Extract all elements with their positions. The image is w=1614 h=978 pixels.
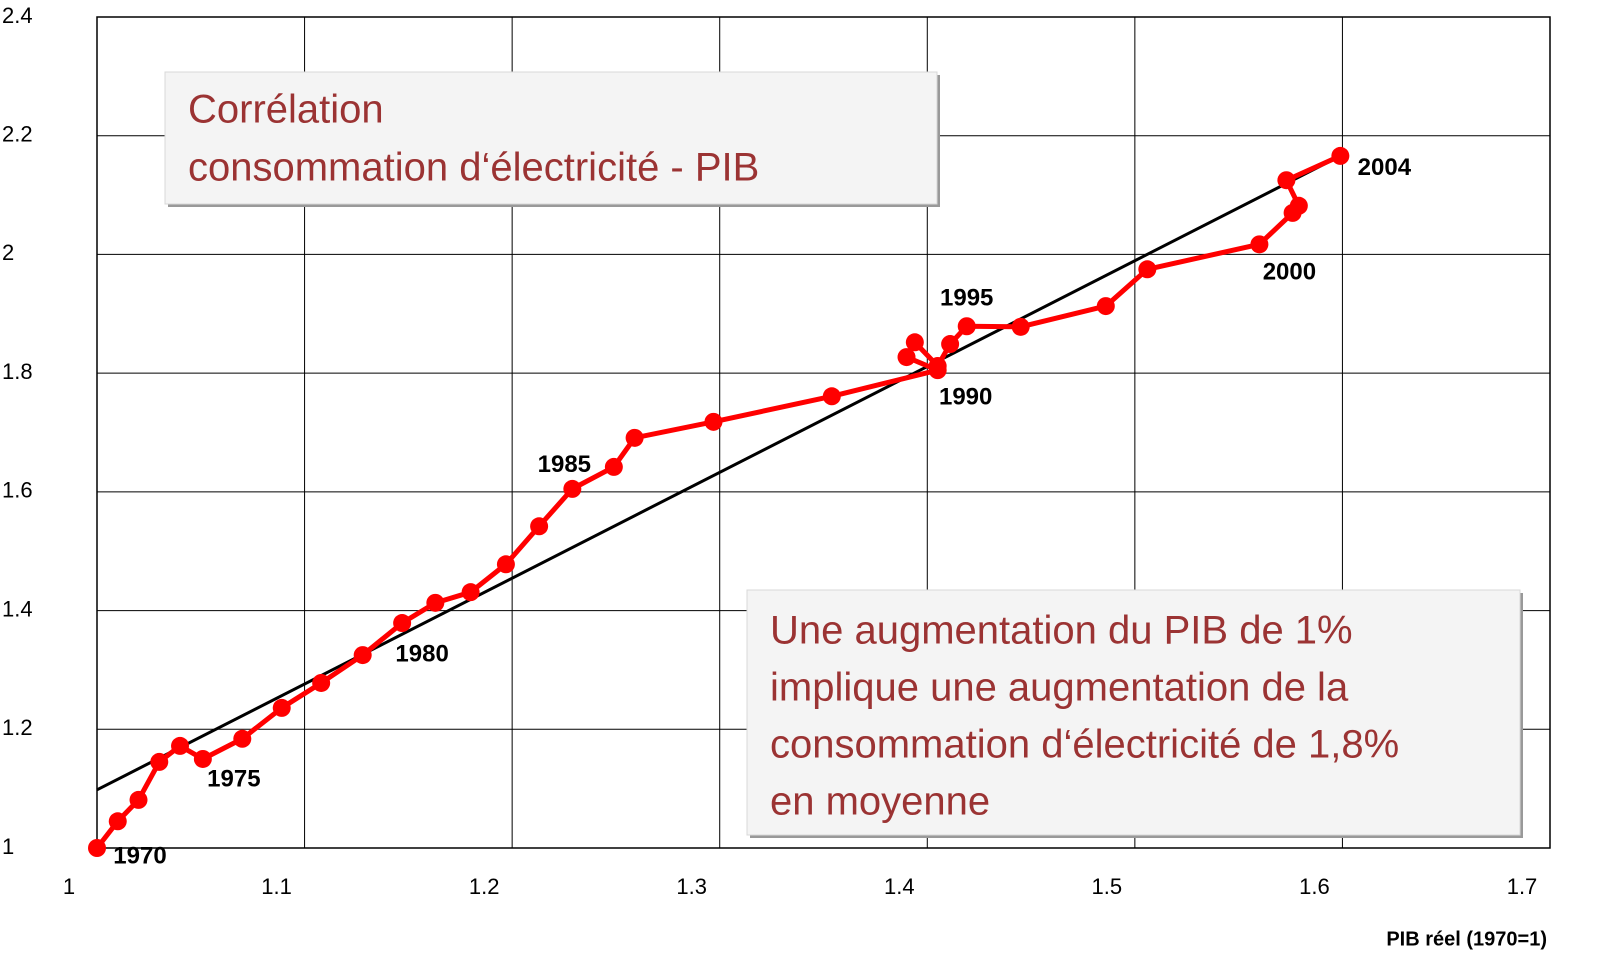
data-point	[897, 348, 916, 367]
data-point	[272, 698, 291, 717]
x-tick-label: 1.2	[469, 874, 500, 899]
y-tick-label: 1	[2, 834, 14, 859]
title-box: Corrélation consommation d‘électricité - …	[164, 71, 940, 207]
data-point	[625, 428, 644, 447]
x-tick-label: 1.1	[261, 874, 292, 899]
y-tick-label: 1.4	[2, 596, 33, 621]
y-tick-label: 2.2	[2, 122, 33, 147]
year-label: 1995	[940, 285, 993, 312]
data-point	[193, 749, 212, 768]
x-axis-label: PIB réel (1970=1)	[1386, 928, 1547, 950]
x-tick-label: 1.3	[676, 874, 707, 899]
data-point	[604, 457, 623, 476]
year-label: 2000	[1263, 259, 1316, 286]
y-tick-label: 1.8	[2, 359, 33, 384]
title-box-line: Corrélation	[188, 88, 384, 132]
data-point	[1096, 297, 1115, 316]
note-box-line: implique une augmentation de la	[770, 666, 1349, 710]
x-tick-label: 1.5	[1092, 874, 1123, 899]
year-label: 1985	[538, 451, 591, 478]
data-point	[233, 729, 252, 748]
y-tick-label: 2.4	[2, 3, 33, 28]
year-label: 1970	[113, 842, 166, 869]
data-point	[1277, 171, 1296, 190]
year-label: 1975	[207, 765, 260, 792]
data-point	[1289, 196, 1308, 215]
year-label: 2004	[1358, 154, 1412, 181]
data-point	[1250, 235, 1269, 254]
data-point	[957, 317, 976, 336]
data-point	[426, 593, 445, 612]
data-point	[941, 335, 960, 354]
data-point	[108, 812, 127, 831]
y-tick-label: 2	[2, 240, 14, 265]
data-point	[129, 790, 148, 809]
note-box-line: Une augmentation du PIB de 1%	[770, 609, 1353, 653]
x-tick-label: 1	[63, 874, 75, 899]
note-box-bg	[746, 589, 1521, 836]
data-point	[1011, 317, 1030, 336]
data-point	[353, 646, 372, 665]
title-box-line: consommation d‘électricité - PIB	[188, 146, 759, 190]
data-point	[312, 673, 331, 692]
data-point	[393, 614, 412, 633]
data-point	[822, 387, 841, 406]
data-point	[905, 333, 924, 352]
data-point	[496, 555, 515, 574]
note-box-line: en moyenne	[770, 780, 990, 824]
data-point	[704, 412, 723, 431]
data-point	[171, 736, 190, 755]
year-label: 1980	[395, 640, 448, 667]
plot-border	[96, 16, 1551, 849]
note-box-line: consommation d‘électricité de 1,8%	[770, 723, 1399, 767]
data-point	[563, 479, 582, 498]
note-box: Une augmentation du PIB de 1% implique un…	[746, 589, 1523, 838]
data-point	[150, 752, 169, 771]
data-point	[1331, 146, 1350, 165]
y-tick-label: 1.6	[2, 478, 33, 503]
data-point	[928, 357, 947, 376]
data-point	[461, 583, 480, 602]
data-point	[1138, 260, 1157, 279]
series-line	[95, 153, 1342, 850]
trend-line	[96, 154, 1342, 792]
x-tick-label: 1.4	[884, 874, 915, 899]
year-label: 1990	[939, 384, 992, 411]
title-box-bg	[164, 71, 938, 205]
y-tick-label: 1.2	[2, 715, 33, 740]
x-tick-label: 1.7	[1507, 874, 1538, 899]
data-point	[88, 839, 106, 857]
data-point	[530, 517, 549, 536]
x-tick-label: 1.6	[1299, 874, 1330, 899]
